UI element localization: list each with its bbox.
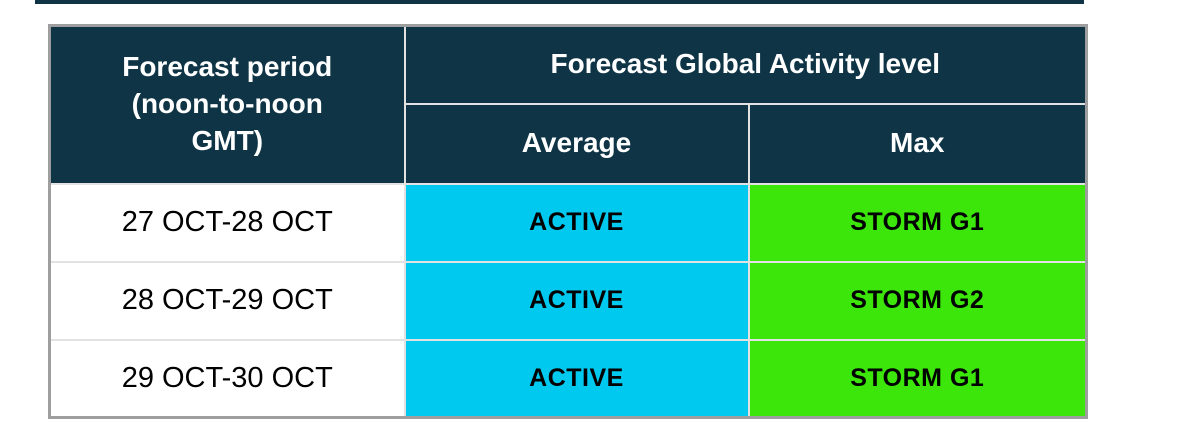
period-header-line2: (noon-to-noon [131,88,323,120]
max-cell: STORM G1 [747,338,1088,419]
table-row: 28 OCT-29 OCT ACTIVE STORM G2 [48,260,1088,341]
average-cell: ACTIVE [403,260,750,341]
period-header-cell: Forecast period (noon-to-noon GMT) [48,24,406,185]
forecast-activity-table: Forecast period (noon-to-noon GMT) Forec… [48,24,1088,419]
period-cell: 28 OCT-29 OCT [48,260,406,341]
max-header-cell: Max [747,102,1088,185]
period-cell: 27 OCT-28 OCT [48,182,406,263]
period-header-line1: Forecast period [122,51,333,83]
average-cell: ACTIVE [403,338,750,419]
activity-header-cell: Forecast Global Activity level [403,24,1088,105]
table-row: 29 OCT-30 OCT ACTIVE STORM G1 [48,338,1088,419]
table-row: 27 OCT-28 OCT ACTIVE STORM G1 [48,182,1088,263]
period-header-line3: GMT) [191,125,264,157]
period-cell: 29 OCT-30 OCT [48,338,406,419]
average-cell: ACTIVE [403,182,750,263]
max-cell: STORM G2 [747,260,1088,341]
average-header-cell: Average [403,102,750,185]
max-cell: STORM G1 [747,182,1088,263]
cropped-top-strip [35,0,1084,4]
